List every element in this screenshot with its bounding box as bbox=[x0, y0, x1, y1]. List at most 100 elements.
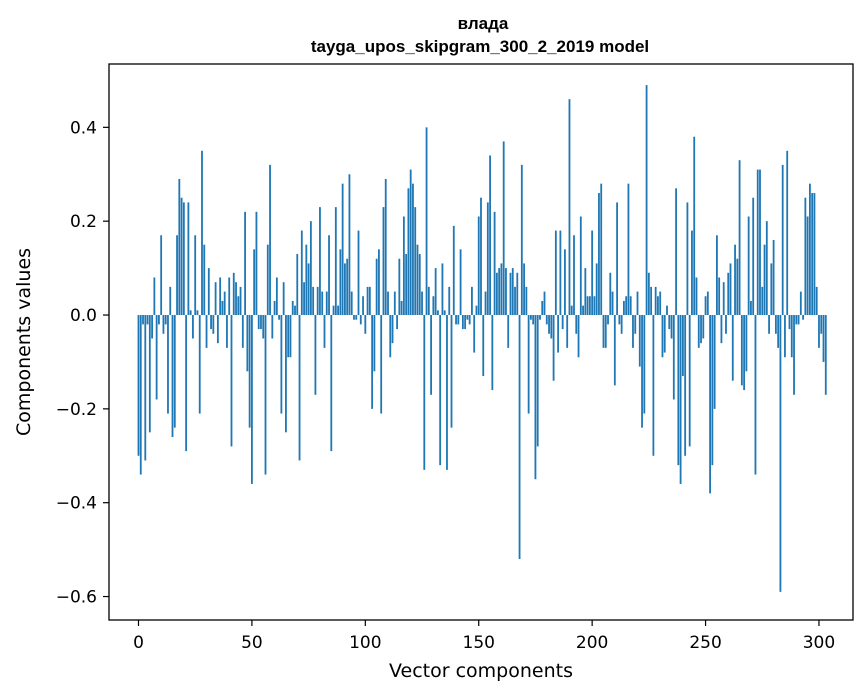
bar bbox=[391, 315, 394, 344]
bar bbox=[761, 286, 764, 316]
bar bbox=[604, 315, 607, 348]
bar bbox=[409, 169, 412, 316]
bar bbox=[620, 315, 623, 334]
bar bbox=[246, 315, 249, 372]
y-tick-label: −0.2 bbox=[56, 400, 97, 420]
bar bbox=[772, 239, 775, 316]
y-tick-label: 0.4 bbox=[70, 118, 97, 138]
bar bbox=[144, 315, 147, 461]
bar bbox=[607, 315, 609, 325]
bar bbox=[702, 315, 705, 339]
bar bbox=[729, 263, 732, 316]
bars-group bbox=[137, 85, 827, 592]
bar bbox=[171, 315, 174, 438]
bar bbox=[784, 315, 786, 358]
bar bbox=[650, 286, 653, 316]
bar bbox=[364, 315, 367, 334]
bar bbox=[430, 315, 432, 395]
bar bbox=[632, 315, 634, 348]
bar bbox=[319, 207, 321, 316]
bar bbox=[158, 315, 160, 325]
x-tick-label: 200 bbox=[576, 633, 608, 653]
bar bbox=[330, 315, 333, 452]
bar bbox=[353, 315, 355, 320]
bar bbox=[559, 230, 562, 316]
bar bbox=[407, 188, 410, 316]
bar bbox=[514, 286, 516, 316]
bar bbox=[393, 291, 396, 316]
bar bbox=[235, 282, 237, 316]
bar bbox=[484, 291, 487, 316]
bar bbox=[566, 315, 569, 348]
bar bbox=[380, 315, 383, 414]
bar bbox=[577, 315, 580, 358]
bar bbox=[629, 296, 632, 316]
bar bbox=[239, 286, 242, 316]
bar bbox=[185, 315, 188, 452]
x-tick-label: 50 bbox=[241, 633, 263, 653]
bar bbox=[210, 315, 212, 330]
bar bbox=[294, 305, 296, 316]
bar bbox=[223, 291, 226, 316]
bar bbox=[509, 272, 512, 316]
bar bbox=[334, 207, 337, 316]
bar bbox=[584, 268, 587, 316]
bar bbox=[416, 244, 419, 316]
bar bbox=[471, 286, 473, 316]
bar bbox=[477, 216, 480, 316]
bar bbox=[713, 315, 716, 409]
bar bbox=[180, 197, 183, 316]
bar bbox=[339, 249, 342, 316]
bar bbox=[362, 296, 364, 316]
bar bbox=[269, 164, 271, 316]
bar bbox=[634, 315, 637, 334]
bar bbox=[309, 221, 312, 316]
bar bbox=[142, 315, 144, 325]
bar bbox=[541, 300, 544, 316]
bar bbox=[725, 315, 727, 334]
bar bbox=[763, 244, 766, 316]
bar bbox=[221, 300, 224, 316]
bar bbox=[255, 211, 258, 316]
bar bbox=[788, 315, 791, 330]
bar bbox=[316, 286, 319, 316]
bar bbox=[815, 286, 818, 316]
bar bbox=[652, 315, 655, 456]
bar bbox=[214, 282, 217, 316]
bar bbox=[355, 315, 358, 320]
bar bbox=[677, 315, 680, 466]
bar bbox=[482, 315, 485, 377]
bar bbox=[786, 150, 789, 316]
bar bbox=[543, 291, 546, 316]
chart-title: влада bbox=[458, 14, 509, 33]
bar bbox=[534, 315, 537, 480]
bar bbox=[368, 286, 371, 316]
bar bbox=[564, 249, 566, 316]
bar bbox=[289, 315, 292, 358]
bar bbox=[468, 315, 471, 325]
bar bbox=[228, 277, 231, 316]
bar bbox=[375, 258, 378, 316]
bar bbox=[781, 164, 784, 316]
bar bbox=[219, 277, 222, 316]
bar bbox=[711, 315, 714, 466]
bar bbox=[570, 305, 573, 316]
bar bbox=[795, 315, 798, 325]
bar bbox=[232, 272, 235, 316]
bar bbox=[187, 202, 190, 316]
bar bbox=[230, 315, 233, 447]
bar bbox=[818, 315, 820, 348]
bar bbox=[693, 136, 696, 316]
bar bbox=[704, 296, 707, 316]
bar bbox=[285, 315, 287, 433]
bar bbox=[473, 315, 476, 353]
bar bbox=[434, 268, 437, 316]
chart-subtitle: tayga_upos_skipgram_300_2_2019 model bbox=[311, 37, 649, 56]
bar bbox=[350, 291, 353, 316]
bar bbox=[237, 296, 240, 316]
x-tick-label: 150 bbox=[463, 633, 495, 653]
bar bbox=[348, 174, 351, 316]
bar bbox=[266, 244, 269, 316]
bar bbox=[344, 263, 346, 316]
bar bbox=[670, 315, 673, 339]
